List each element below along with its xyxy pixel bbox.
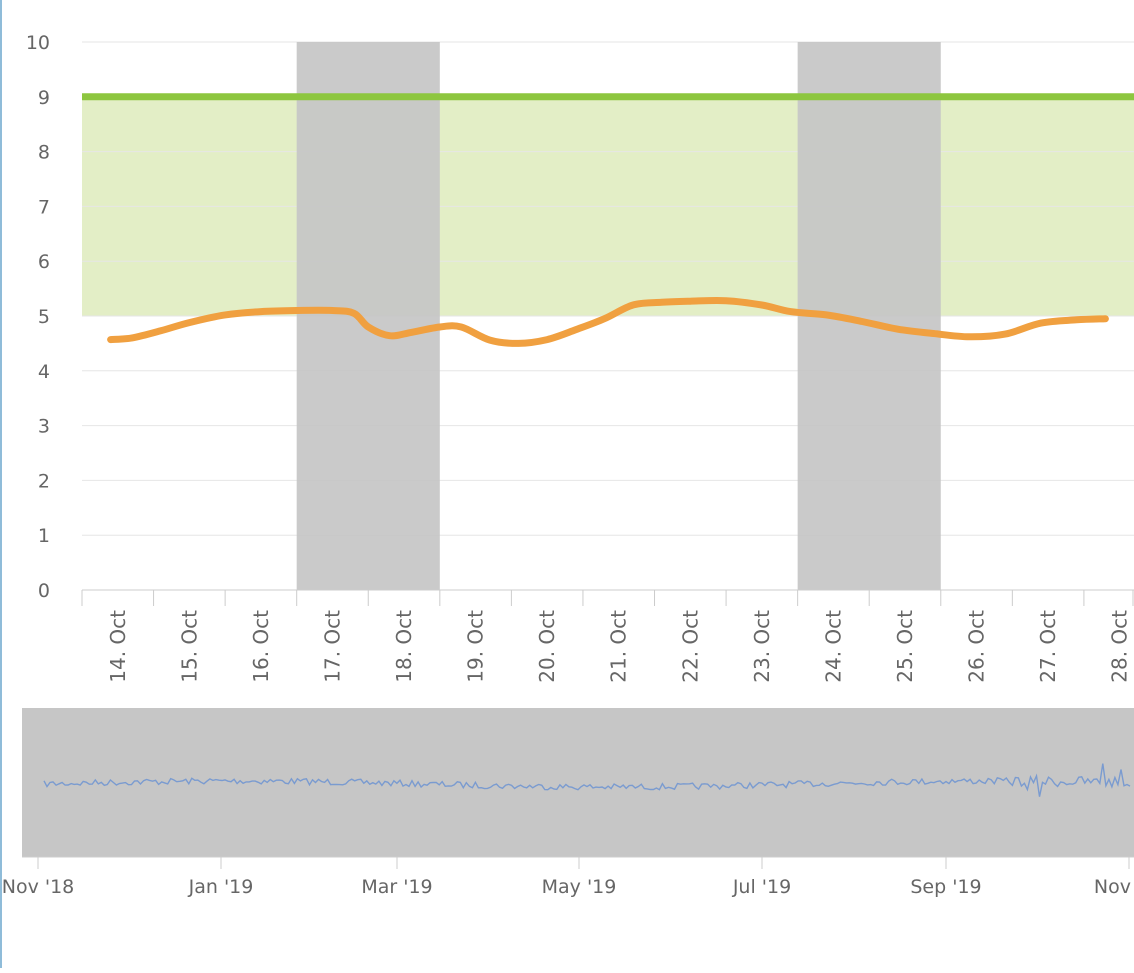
frame-edge [0, 0, 2, 968]
x-tick-label: 20. Oct [535, 610, 559, 683]
navigator-window[interactable] [22, 708, 1134, 857]
series-line[interactable] [107, 296, 1109, 347]
series-layer [107, 296, 1109, 347]
x-tick-label: 14. Oct [106, 610, 130, 683]
navigator-tick-label: Mar '19 [361, 876, 432, 898]
x-tick-label: 17. Oct [321, 610, 345, 683]
y-tick-label: 4 [38, 361, 50, 383]
x-tick-label: 27. Oct [1036, 610, 1060, 683]
y-tick-label: 7 [38, 196, 50, 218]
y-tick-label: 2 [38, 470, 50, 492]
x-tick-label: 16. Oct [249, 610, 273, 683]
y-tick-label: 0 [38, 580, 50, 602]
y-axis: 0 1 2 3 4 5 6 7 8 9 10 [26, 32, 50, 602]
y-tick-label: 6 [38, 251, 50, 273]
navigator-tick-label: May '19 [542, 876, 617, 898]
y-tick-label: 5 [38, 306, 50, 328]
x-tick-label: 25. Oct [893, 610, 917, 683]
x-tick-label: 19. Oct [464, 610, 488, 683]
y-tick-label: 9 [38, 87, 50, 109]
y-tick-label: 1 [38, 525, 50, 547]
x-tick-label: 22. Oct [678, 610, 702, 683]
x-tick-label: 26. Oct [965, 610, 989, 683]
y-tick-label: 3 [38, 416, 50, 438]
x-tick-label: 28. Oct [1108, 610, 1132, 683]
navigator-tick-label: Sep '19 [910, 876, 981, 898]
navigator[interactable]: Nov '18 Jan '19 Mar '19 May '19 Jul '19 Sep '… [2, 708, 1134, 898]
y-tick-label: 8 [38, 142, 50, 164]
navigator-tick-label: Jul '19 [732, 876, 791, 898]
navigator-tick-label: Jan '19 [188, 876, 254, 898]
navigator-series [43, 763, 1131, 797]
x-tick-label: 18. Oct [392, 610, 416, 683]
x-tick-label: 15. Oct [177, 610, 201, 683]
x-tick-label: 23. Oct [750, 610, 774, 683]
y-tick-label: 10 [26, 32, 50, 54]
x-tick-label: 24. Oct [821, 610, 845, 683]
navigator-tick-label: Nov [1094, 876, 1131, 898]
x-axis: 14. Oct 15. Oct 16. Oct 17. Oct 18. Oct 19. O… [81, 589, 1134, 683]
shaded-range [296, 42, 440, 590]
x-tick-label: 21. Oct [607, 610, 631, 683]
navigator-tick-label: Nov '18 [2, 876, 75, 898]
